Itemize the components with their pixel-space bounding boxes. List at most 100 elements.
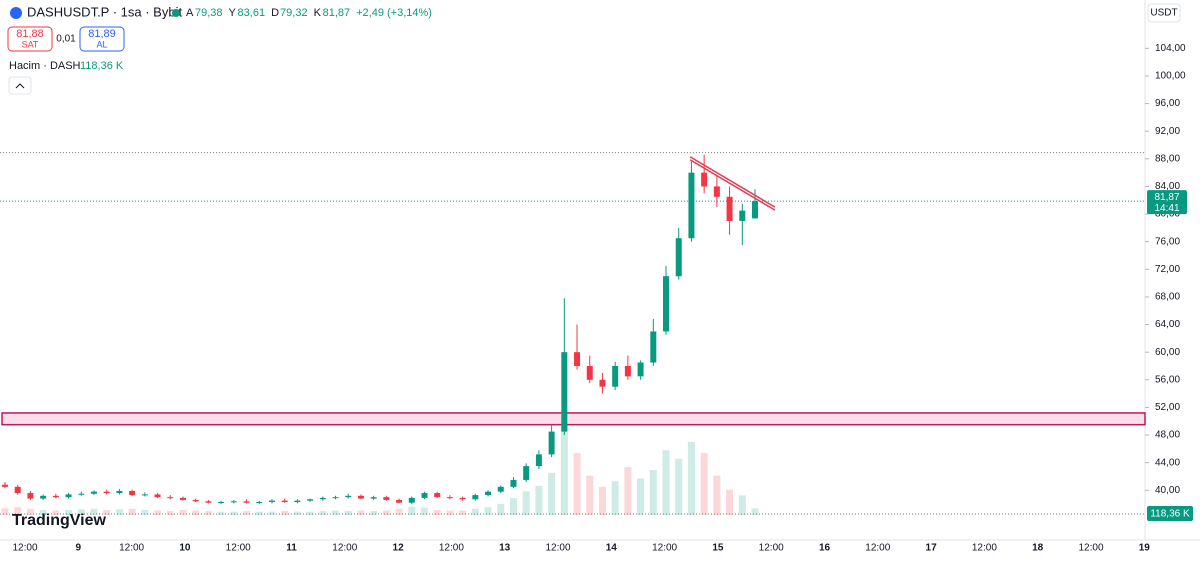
- candle-body: [701, 172, 708, 187]
- x-tick-label: 12:00: [12, 543, 37, 554]
- candle-body: [65, 494, 72, 498]
- volume-bar: [522, 491, 530, 515]
- y-tick-label: 48,00: [1155, 430, 1180, 441]
- candle-body: [2, 484, 8, 487]
- x-tick-label: 12:00: [759, 543, 784, 554]
- last-price-tag: [1147, 190, 1187, 215]
- symbol-icon: [10, 7, 22, 19]
- y-tick-label: 60,00: [1155, 347, 1180, 358]
- candle-body: [535, 454, 542, 467]
- x-tick-label: 15: [712, 543, 724, 554]
- candle-body: [472, 495, 479, 500]
- candle-body: [345, 495, 352, 498]
- volume-bar: [751, 508, 759, 515]
- candle-body: [256, 502, 263, 504]
- candle-body: [116, 490, 123, 494]
- sell-price: 81,88: [16, 28, 44, 40]
- candle-body: [243, 501, 250, 503]
- collapse-icon: [15, 83, 25, 89]
- volume-bar: [103, 509, 111, 515]
- candle-body: [421, 493, 428, 498]
- ohlc-value: 79,32: [280, 7, 308, 19]
- volume-bar: [179, 509, 187, 515]
- candle-body: [599, 379, 606, 387]
- candle-body: [523, 466, 530, 480]
- x-tick-label: 16: [819, 543, 831, 554]
- volume-bar: [26, 508, 34, 515]
- volume-bar: [459, 510, 467, 515]
- x-tick-label: 12:00: [119, 543, 144, 554]
- candle-body: [332, 497, 339, 499]
- candle-body: [485, 491, 492, 496]
- candle-body: [459, 497, 466, 500]
- x-tick-label: 12:00: [439, 543, 464, 554]
- spread: 0,01: [56, 34, 76, 45]
- volume-bar: [268, 511, 276, 515]
- candle-body: [78, 493, 85, 495]
- candle-body: [179, 497, 186, 500]
- candle-body: [497, 486, 504, 492]
- y-tick-label: 52,00: [1155, 402, 1180, 413]
- volume-bar: [548, 472, 556, 515]
- buy-button[interactable]: [79, 26, 125, 52]
- y-tick-label: 72,00: [1155, 264, 1180, 275]
- trendline: [689, 159, 776, 211]
- candle-body: [154, 494, 161, 498]
- buy-label: AL: [96, 39, 107, 49]
- x-tick-label: 14: [606, 543, 618, 554]
- volume-bar: [293, 511, 301, 515]
- volume-bar: [154, 510, 162, 515]
- plot: 40,00 44,00 48,00 52,00 56,00 60,00 64,00 68,00…: [0, 43, 1193, 554]
- volume-bar: [509, 498, 517, 515]
- candle-body: [713, 186, 720, 197]
- y-tick-label: 56,00: [1155, 374, 1180, 385]
- y-tick-label: 104,00: [1155, 43, 1186, 54]
- volume-bar: [370, 511, 378, 515]
- volume-bar: [484, 507, 492, 515]
- volume-bar: [65, 509, 73, 515]
- x-tick-label: 18: [1032, 543, 1044, 554]
- x-tick-label: 17: [926, 543, 938, 554]
- volume-bar: [166, 511, 174, 515]
- volume-label: Hacim · DASH: [9, 60, 81, 72]
- currency-button[interactable]: [1147, 3, 1181, 23]
- volume-bar: [471, 508, 479, 515]
- volume-bar: [243, 511, 251, 515]
- candle-body: [510, 479, 517, 487]
- volume-bar: [115, 509, 123, 515]
- volume-bar: [624, 467, 632, 515]
- collapse-button[interactable]: [8, 76, 32, 95]
- candle-body: [205, 501, 212, 503]
- trendline: [689, 156, 776, 208]
- ohlc-change: +2,49 (+3,14%): [356, 7, 432, 19]
- candle-body: [218, 502, 225, 504]
- candle-body: [650, 331, 657, 363]
- volume-bar: [357, 510, 365, 515]
- y-tick-label: 84,00: [1155, 181, 1180, 192]
- candle-body: [14, 486, 21, 494]
- volume-bar: [230, 511, 238, 515]
- candle-body: [27, 493, 34, 499]
- y-tick-label: 92,00: [1155, 126, 1180, 137]
- candle-body: [319, 497, 326, 500]
- candle-body: [637, 362, 644, 377]
- volume-bar: [382, 510, 390, 515]
- volume-bar: [687, 441, 695, 515]
- x-tick-label: 11: [286, 543, 297, 554]
- candle-body: [103, 491, 110, 494]
- currency: USDT: [1150, 8, 1177, 19]
- ohlc-key: K: [314, 7, 322, 19]
- candle-body: [548, 431, 555, 455]
- candle-body: [739, 210, 746, 221]
- x-tick-label: 12:00: [332, 543, 357, 554]
- ohlc-value: 83,61: [238, 7, 266, 19]
- candle-body: [726, 196, 733, 221]
- candle-body: [357, 495, 364, 499]
- candle-body: [230, 501, 237, 503]
- volume-bar: [90, 508, 98, 515]
- volume-bar: [586, 475, 594, 515]
- sell-button[interactable]: [7, 26, 53, 52]
- volume-value: 118,36 K: [80, 60, 124, 72]
- x-tick-label: 10: [179, 543, 191, 554]
- volume-bar: [497, 503, 505, 515]
